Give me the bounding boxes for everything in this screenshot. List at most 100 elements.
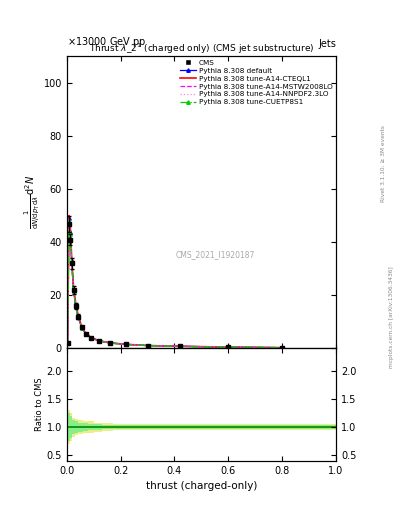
Pythia 8.308 tune-A14-CTEQL1 xyxy=(97,338,101,344)
Pythia 8.308 default xyxy=(76,313,81,319)
Pythia 8.308 tune-A14-CTEQL1 xyxy=(108,340,112,346)
Pythia 8.308 tune-A14-MSTW2008LO xyxy=(66,215,71,221)
Pythia 8.308 tune-A14-NNPDF2.3LO xyxy=(97,338,101,344)
Pythia 8.308 tune-A14-NNPDF2.3LO xyxy=(178,343,182,349)
Pythia 8.308 default xyxy=(66,215,71,221)
Pythia 8.308 tune-A14-MSTW2008LO xyxy=(65,340,70,346)
Pythia 8.308 tune-A14-MSTW2008LO xyxy=(79,324,84,330)
Pythia 8.308 default xyxy=(83,331,88,337)
Pythia 8.308 tune-A14-MSTW2008LO xyxy=(145,343,150,349)
Pythia 8.308 tune-CUETP8S1 xyxy=(89,335,94,341)
Line: Pythia 8.308 tune-A14-CTEQL1: Pythia 8.308 tune-A14-CTEQL1 xyxy=(68,216,282,348)
Text: CMS_2021_I1920187: CMS_2021_I1920187 xyxy=(175,250,255,260)
Y-axis label: $\frac{1}{\mathrm{d}N / \mathrm{d}p_\mathrm{T}\,\mathrm{d}\lambda}\mathrm{d}^2N$: $\frac{1}{\mathrm{d}N / \mathrm{d}p_\mat… xyxy=(23,175,42,229)
Pythia 8.308 tune-A14-CTEQL1 xyxy=(76,312,81,318)
Pythia 8.308 tune-A14-MSTW2008LO xyxy=(97,338,101,344)
Pythia 8.308 tune-A14-NNPDF2.3LO xyxy=(280,345,285,351)
Pythia 8.308 tune-A14-MSTW2008LO xyxy=(178,343,182,349)
Pythia 8.308 tune-A14-MSTW2008LO xyxy=(89,335,94,341)
Title: Thrust $\lambda\_2^1$ (charged only) (CMS jet substructure): Thrust $\lambda\_2^1$ (charged only) (CM… xyxy=(89,42,314,56)
Pythia 8.308 tune-A14-CTEQL1 xyxy=(68,223,73,229)
Pythia 8.308 tune-A14-NNPDF2.3LO xyxy=(83,331,88,337)
Pythia 8.308 tune-A14-MSTW2008LO xyxy=(68,228,73,234)
Pythia 8.308 tune-CUETP8S1 xyxy=(280,345,285,351)
Pythia 8.308 tune-CUETP8S1 xyxy=(83,331,88,337)
Line: Pythia 8.308 tune-A14-MSTW2008LO: Pythia 8.308 tune-A14-MSTW2008LO xyxy=(68,218,282,348)
Pythia 8.308 tune-A14-NNPDF2.3LO xyxy=(145,343,150,349)
Pythia 8.308 tune-CUETP8S1 xyxy=(79,325,84,331)
Pythia 8.308 tune-CUETP8S1 xyxy=(71,288,76,294)
Pythia 8.308 tune-CUETP8S1 xyxy=(108,340,112,346)
Pythia 8.308 tune-A14-CTEQL1 xyxy=(124,342,129,348)
Pythia 8.308 tune-CUETP8S1 xyxy=(66,218,71,224)
Pythia 8.308 tune-A14-MSTW2008LO xyxy=(83,331,88,337)
Pythia 8.308 default xyxy=(124,342,129,348)
Pythia 8.308 default xyxy=(71,287,76,293)
Pythia 8.308 default xyxy=(178,343,182,349)
Pythia 8.308 tune-A14-NNPDF2.3LO xyxy=(66,218,71,224)
Pythia 8.308 default xyxy=(69,258,74,264)
Y-axis label: Ratio to CMS: Ratio to CMS xyxy=(35,378,44,432)
Pythia 8.308 default xyxy=(79,324,84,330)
Pythia 8.308 tune-A14-NNPDF2.3LO xyxy=(71,288,76,294)
Pythia 8.308 tune-A14-NNPDF2.3LO xyxy=(68,231,73,238)
Pythia 8.308 tune-A14-NNPDF2.3LO xyxy=(69,261,74,267)
Pythia 8.308 default xyxy=(280,345,285,351)
Pythia 8.308 tune-A14-NNPDF2.3LO xyxy=(73,304,78,310)
Text: $\times$13000 GeV pp: $\times$13000 GeV pp xyxy=(67,35,146,49)
Line: Pythia 8.308 tune-CUETP8S1: Pythia 8.308 tune-CUETP8S1 xyxy=(66,219,284,349)
X-axis label: thrust (charged-only): thrust (charged-only) xyxy=(146,481,257,491)
Pythia 8.308 tune-A14-CTEQL1 xyxy=(226,344,231,350)
Line: Pythia 8.308 default: Pythia 8.308 default xyxy=(66,217,284,349)
Pythia 8.308 tune-CUETP8S1 xyxy=(68,231,73,238)
Pythia 8.308 tune-A14-CTEQL1 xyxy=(71,284,76,290)
Pythia 8.308 default xyxy=(73,303,78,309)
Text: Jets: Jets xyxy=(318,38,336,49)
Pythia 8.308 tune-A14-CTEQL1 xyxy=(89,334,94,340)
Pythia 8.308 tune-A14-MSTW2008LO xyxy=(124,342,129,348)
Pythia 8.308 tune-A14-CTEQL1 xyxy=(66,212,71,219)
Pythia 8.308 tune-A14-NNPDF2.3LO xyxy=(79,325,84,331)
Pythia 8.308 tune-A14-MSTW2008LO xyxy=(280,345,285,351)
Line: Pythia 8.308 tune-A14-NNPDF2.3LO: Pythia 8.308 tune-A14-NNPDF2.3LO xyxy=(68,221,282,348)
Pythia 8.308 tune-CUETP8S1 xyxy=(124,342,129,348)
Pythia 8.308 tune-A14-CTEQL1 xyxy=(145,343,150,349)
Pythia 8.308 default xyxy=(108,340,112,346)
Text: mcplots.cern.ch [arXiv:1306.3436]: mcplots.cern.ch [arXiv:1306.3436] xyxy=(389,267,393,368)
Pythia 8.308 default xyxy=(145,343,150,349)
Pythia 8.308 tune-A14-CTEQL1 xyxy=(65,340,70,346)
Pythia 8.308 default xyxy=(89,334,94,340)
Pythia 8.308 tune-A14-MSTW2008LO xyxy=(71,287,76,293)
Pythia 8.308 tune-A14-MSTW2008LO xyxy=(108,340,112,346)
Pythia 8.308 tune-CUETP8S1 xyxy=(226,344,231,350)
Pythia 8.308 tune-A14-NNPDF2.3LO xyxy=(226,344,231,350)
Pythia 8.308 tune-CUETP8S1 xyxy=(76,314,81,320)
Pythia 8.308 tune-CUETP8S1 xyxy=(178,343,182,349)
Text: Rivet 3.1.10, ≥ 3M events: Rivet 3.1.10, ≥ 3M events xyxy=(381,125,386,202)
Pythia 8.308 tune-CUETP8S1 xyxy=(145,343,150,349)
Pythia 8.308 default xyxy=(226,344,231,350)
Pythia 8.308 tune-A14-NNPDF2.3LO xyxy=(124,342,129,348)
Pythia 8.308 default xyxy=(68,228,73,234)
Legend: CMS, Pythia 8.308 default, Pythia 8.308 tune-A14-CTEQL1, Pythia 8.308 tune-A14-M: CMS, Pythia 8.308 default, Pythia 8.308 … xyxy=(180,60,332,105)
Pythia 8.308 tune-A14-CTEQL1 xyxy=(178,343,182,349)
Pythia 8.308 tune-A14-NNPDF2.3LO xyxy=(89,335,94,341)
Pythia 8.308 tune-A14-NNPDF2.3LO xyxy=(76,314,81,320)
Pythia 8.308 tune-A14-CTEQL1 xyxy=(83,330,88,336)
Pythia 8.308 tune-CUETP8S1 xyxy=(73,304,78,310)
Pythia 8.308 tune-A14-MSTW2008LO xyxy=(226,344,231,350)
Pythia 8.308 tune-CUETP8S1 xyxy=(69,261,74,267)
Pythia 8.308 tune-A14-CTEQL1 xyxy=(79,324,84,330)
Pythia 8.308 default xyxy=(97,338,101,344)
Pythia 8.308 tune-A14-MSTW2008LO xyxy=(76,313,81,319)
Pythia 8.308 tune-A14-MSTW2008LO xyxy=(73,303,78,309)
Pythia 8.308 tune-A14-NNPDF2.3LO xyxy=(65,340,70,346)
Pythia 8.308 tune-CUETP8S1 xyxy=(65,340,70,346)
Pythia 8.308 tune-A14-NNPDF2.3LO xyxy=(108,340,112,346)
Pythia 8.308 tune-A14-MSTW2008LO xyxy=(69,258,74,264)
Pythia 8.308 tune-CUETP8S1 xyxy=(97,338,101,344)
Pythia 8.308 tune-A14-CTEQL1 xyxy=(280,345,285,351)
Pythia 8.308 tune-A14-CTEQL1 xyxy=(73,300,78,306)
Pythia 8.308 tune-A14-CTEQL1 xyxy=(69,255,74,261)
Pythia 8.308 default xyxy=(65,340,70,346)
